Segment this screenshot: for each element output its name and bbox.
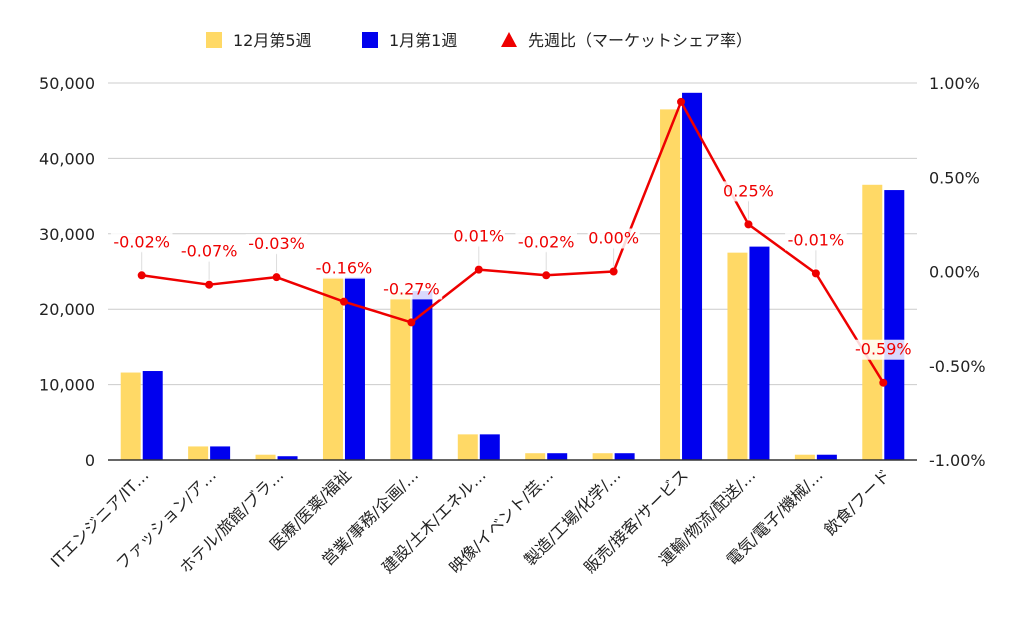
bar-series1 bbox=[322, 277, 343, 460]
share-data-label: 0.01% bbox=[453, 227, 504, 246]
label-background bbox=[785, 230, 847, 251]
label-background bbox=[110, 232, 173, 253]
right-axis-ticks: -1.00% -0.50% 0.00% 0.50% 1.00% bbox=[929, 74, 986, 470]
bar-series1 bbox=[862, 184, 883, 461]
legend-label: 先週比（マーケットシェア率） bbox=[528, 31, 752, 50]
share-point bbox=[879, 378, 888, 387]
bar-series1 bbox=[390, 292, 411, 460]
right-tick-label: -0.50% bbox=[929, 357, 986, 376]
left-tick-label: 10,000 bbox=[39, 376, 95, 395]
share-point bbox=[137, 271, 146, 280]
label-background bbox=[515, 232, 578, 253]
bar-series2 bbox=[749, 246, 770, 460]
share-point bbox=[474, 265, 483, 274]
share-point bbox=[811, 269, 820, 278]
share-data-label: -0.02% bbox=[113, 232, 170, 251]
share-point bbox=[744, 220, 753, 229]
gridlines bbox=[108, 82, 917, 386]
bar-series1 bbox=[592, 453, 613, 460]
bar-series1 bbox=[525, 453, 546, 460]
bar-series2 bbox=[614, 453, 635, 460]
bar-series1 bbox=[660, 109, 681, 460]
label-background bbox=[452, 226, 505, 247]
category-label: 飲食/フード bbox=[820, 465, 894, 539]
bar-series1 bbox=[255, 454, 276, 460]
left-tick-label: 30,000 bbox=[39, 225, 95, 244]
bar-series2 bbox=[816, 454, 837, 460]
share-data-label: 0.00% bbox=[588, 229, 639, 248]
share-data-label: 0.25% bbox=[723, 181, 774, 200]
legend: 12月第5週 1月第1週 先週比（マーケットシェア率） bbox=[206, 31, 752, 50]
bar-series2 bbox=[277, 456, 298, 460]
legend-label: 12月第5週 bbox=[233, 31, 312, 50]
legend-label: 1月第1週 bbox=[389, 31, 457, 50]
share-data-label: -0.16% bbox=[316, 259, 373, 278]
share-point bbox=[609, 267, 618, 276]
bar-series2 bbox=[547, 453, 568, 460]
share-data-label: -0.59% bbox=[855, 340, 912, 359]
label-background bbox=[245, 234, 308, 255]
bar-series2 bbox=[344, 277, 365, 460]
legend-swatch bbox=[362, 32, 378, 48]
bar-series2 bbox=[412, 291, 433, 460]
share-point bbox=[677, 97, 686, 106]
label-background bbox=[852, 339, 915, 360]
label-background bbox=[587, 228, 640, 249]
bar-series2 bbox=[682, 92, 703, 460]
label-background bbox=[178, 241, 240, 262]
bar-series bbox=[120, 92, 905, 461]
share-point bbox=[339, 297, 348, 306]
bar-series1 bbox=[188, 446, 209, 460]
left-tick-label: 40,000 bbox=[39, 149, 95, 168]
bar-series2 bbox=[884, 190, 905, 460]
share-point bbox=[205, 280, 214, 289]
bar-series1 bbox=[794, 454, 815, 460]
share-data-label: -0.01% bbox=[788, 230, 845, 249]
share-point bbox=[542, 271, 551, 280]
right-tick-label: -1.00% bbox=[929, 451, 986, 470]
bar-series2 bbox=[142, 371, 163, 460]
bar-series1 bbox=[457, 434, 478, 460]
bar-series2 bbox=[210, 446, 231, 460]
bar-series1 bbox=[727, 252, 748, 460]
bar-series2 bbox=[479, 434, 500, 460]
left-tick-label: 50,000 bbox=[39, 74, 95, 93]
right-tick-label: 0.50% bbox=[929, 168, 980, 187]
bar-series1 bbox=[120, 372, 141, 460]
label-background bbox=[722, 181, 775, 202]
legend-triangle-icon bbox=[501, 32, 517, 47]
right-tick-label: 0.00% bbox=[929, 263, 980, 282]
legend-swatch bbox=[206, 32, 222, 48]
label-background bbox=[313, 258, 375, 279]
category-labels: ITエンジニア/IT…ファッション/ア…ホテル/旅館/ブラ…医療/医薬/福祉営業… bbox=[47, 465, 894, 577]
label-background bbox=[380, 279, 443, 300]
share-line bbox=[141, 100, 885, 384]
left-tick-label: 20,000 bbox=[39, 300, 95, 319]
left-axis-ticks: 0 10,000 20,000 30,000 40,000 50,000 bbox=[39, 74, 95, 470]
share-data-label: -0.07% bbox=[181, 242, 238, 261]
share-data-label: -0.02% bbox=[518, 232, 575, 251]
left-tick-label: 0 bbox=[85, 451, 95, 470]
share-line-series: -0.02% -0.07% -0.03% -0.16% -0.27% 0.01% -0.02… bbox=[110, 97, 915, 387]
share-data-label: -0.27% bbox=[383, 279, 440, 298]
share-point bbox=[407, 318, 416, 327]
right-tick-label: 1.00% bbox=[929, 74, 980, 93]
share-point bbox=[272, 273, 281, 282]
share-data-label: -0.03% bbox=[248, 234, 305, 253]
